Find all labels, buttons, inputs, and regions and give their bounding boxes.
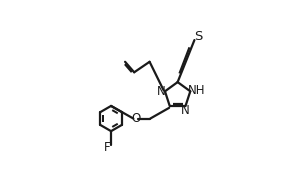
Text: N: N (181, 104, 190, 117)
Text: N: N (157, 84, 165, 98)
Text: S: S (194, 30, 202, 43)
Text: O: O (131, 112, 140, 125)
Text: F: F (104, 141, 111, 154)
Text: NH: NH (187, 84, 205, 97)
